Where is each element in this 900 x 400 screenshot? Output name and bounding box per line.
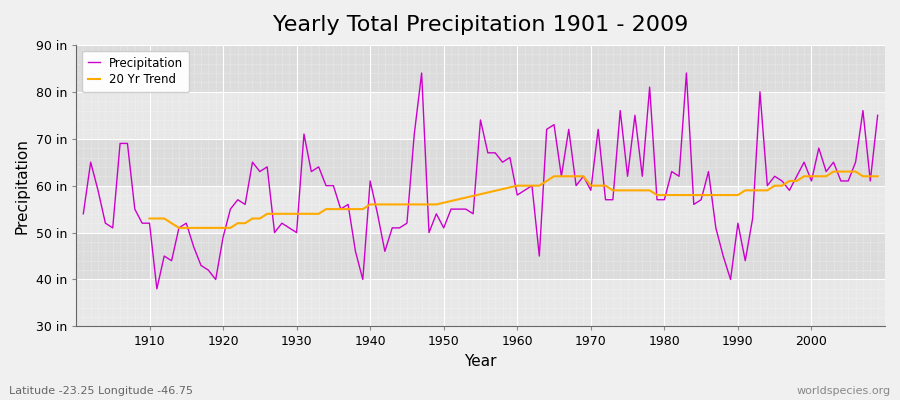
Precipitation [519,188,530,193]
Bar [76,92,885,139]
20 Yr Trend [828,169,839,174]
20 Yr Trend [784,178,795,183]
Bar [76,139,885,186]
Bar [76,45,885,92]
X-axis label: Year: Year [464,354,497,369]
Line: 20 Yr Trend: 20 Yr Trend [149,172,877,228]
Line: Precipitation: Precipitation [84,73,878,289]
Precipitation [137,221,148,226]
20 Yr Trend [770,183,780,188]
Precipitation [151,286,162,291]
20 Yr Trend [239,221,250,226]
Bar [76,280,885,326]
Precipitation [306,169,317,174]
Precipitation [78,212,89,216]
20 Yr Trend [858,174,868,179]
Bar [76,232,885,280]
20 Yr Trend [174,226,184,230]
Title: Yearly Total Precipitation 1901 - 2009: Yearly Total Precipitation 1901 - 2009 [273,15,688,35]
20 Yr Trend [144,216,155,221]
Precipitation [872,113,883,118]
20 Yr Trend [350,207,361,212]
Text: Latitude -23.25 Longitude -46.75: Latitude -23.25 Longitude -46.75 [9,386,193,396]
Precipitation [615,108,626,113]
Precipitation [526,183,537,188]
Precipitation [416,71,427,76]
20 Yr Trend [872,174,883,179]
Precipitation [350,249,361,254]
Text: worldspecies.org: worldspecies.org [796,386,891,396]
Y-axis label: Precipitation: Precipitation [15,138,30,234]
Legend: Precipitation, 20 Yr Trend: Precipitation, 20 Yr Trend [82,51,189,92]
20 Yr Trend [681,193,692,198]
Bar [76,186,885,232]
